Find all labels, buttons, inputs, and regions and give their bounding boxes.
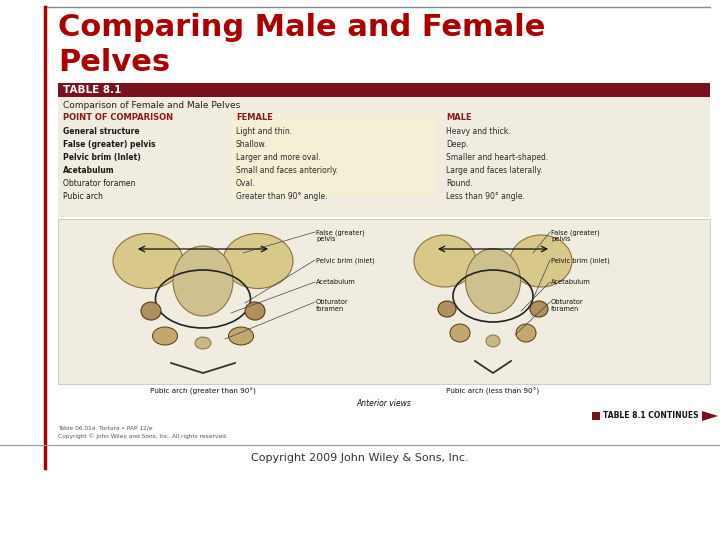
Bar [230, 114, 435, 196]
Ellipse shape [438, 301, 456, 317]
Text: Oval.: Oval. [236, 179, 256, 188]
Text: General structure: General structure [63, 127, 140, 136]
Text: Acetabulum: Acetabulum [63, 166, 114, 175]
Text: Less than 90° angle.: Less than 90° angle. [446, 192, 525, 201]
Text: Copyright 2009 John Wiley & Sons, Inc.: Copyright 2009 John Wiley & Sons, Inc. [251, 453, 469, 463]
Ellipse shape [113, 233, 183, 288]
Text: Acetabulum: Acetabulum [316, 279, 356, 285]
Text: Table 06.01a  Tortora • PAP 12/e: Table 06.01a Tortora • PAP 12/e [58, 425, 153, 430]
Ellipse shape [141, 302, 161, 320]
Ellipse shape [223, 233, 293, 288]
Text: Light and thin.: Light and thin. [236, 127, 292, 136]
Text: False (greater)
pelvis: False (greater) pelvis [316, 229, 365, 242]
Bar [58, 219, 710, 384]
Bar [58, 97, 710, 217]
Text: TABLE 8.1 CONTINUES: TABLE 8.1 CONTINUES [603, 411, 698, 421]
Text: Heavy and thick.: Heavy and thick. [446, 127, 510, 136]
Text: Comparison of Female and Male Pelves: Comparison of Female and Male Pelves [63, 101, 240, 110]
Text: Obturator foramen: Obturator foramen [63, 179, 135, 188]
Text: Pubic arch (less than 90°): Pubic arch (less than 90°) [446, 388, 539, 395]
Text: Copyright © John Wiley and Sons, Inc. All rights reserved.: Copyright © John Wiley and Sons, Inc. Al… [58, 433, 228, 438]
Text: Greater than 90° angle.: Greater than 90° angle. [236, 192, 328, 201]
Text: Anterior views: Anterior views [356, 399, 411, 408]
Text: Round.: Round. [446, 179, 472, 188]
Ellipse shape [153, 327, 178, 345]
Ellipse shape [195, 337, 211, 349]
Polygon shape [702, 411, 718, 421]
Text: Acetabulum: Acetabulum [551, 279, 590, 285]
Text: False (greater)
pelvis: False (greater) pelvis [551, 229, 600, 242]
Text: Pubic arch: Pubic arch [63, 192, 103, 201]
Text: Obturator
foramen: Obturator foramen [551, 299, 584, 312]
Text: FEMALE: FEMALE [236, 113, 273, 122]
Ellipse shape [530, 301, 548, 317]
Text: Shallow.: Shallow. [236, 140, 267, 149]
Ellipse shape [414, 235, 476, 287]
Text: Small and faces anteriorly.: Small and faces anteriorly. [236, 166, 338, 175]
Text: TABLE 8.1: TABLE 8.1 [63, 85, 122, 95]
Text: Pelves: Pelves [58, 48, 170, 77]
Ellipse shape [466, 248, 521, 314]
Bar [592, 412, 600, 420]
Text: Larger and more oval.: Larger and more oval. [236, 153, 320, 162]
Text: Pelvic brim (inlet): Pelvic brim (inlet) [551, 257, 610, 264]
Text: Obturator
foramen: Obturator foramen [316, 299, 348, 312]
Text: Comparing Male and Female: Comparing Male and Female [58, 13, 545, 42]
Ellipse shape [510, 235, 572, 287]
Text: False (greater) pelvis: False (greater) pelvis [63, 140, 156, 149]
Text: MALE: MALE [446, 113, 472, 122]
Text: Pelvic brim (inlet): Pelvic brim (inlet) [316, 257, 374, 264]
Ellipse shape [486, 335, 500, 347]
Bar [58, 83, 710, 97]
Ellipse shape [245, 302, 265, 320]
Text: Deep.: Deep. [446, 140, 469, 149]
Ellipse shape [228, 327, 253, 345]
Text: Smaller and heart-shaped.: Smaller and heart-shaped. [446, 153, 548, 162]
Ellipse shape [516, 324, 536, 342]
Text: Pubic arch (greater than 90°): Pubic arch (greater than 90°) [150, 388, 256, 395]
Ellipse shape [450, 324, 470, 342]
Ellipse shape [173, 246, 233, 316]
Text: Pelvic brim (Inlet): Pelvic brim (Inlet) [63, 153, 140, 162]
Text: Large and faces laterally.: Large and faces laterally. [446, 166, 542, 175]
Text: POINT OF COMPARISON: POINT OF COMPARISON [63, 113, 173, 122]
